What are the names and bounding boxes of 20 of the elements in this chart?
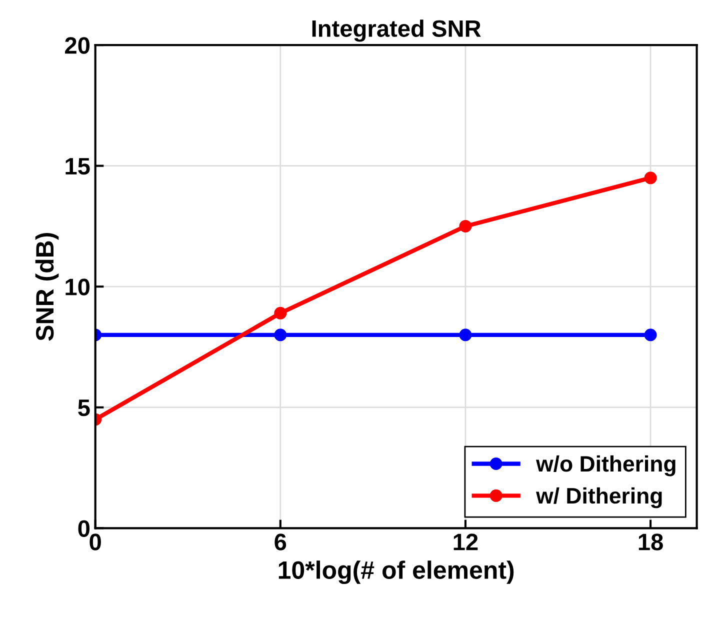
point <box>459 220 472 232</box>
y-tick-label: 20 <box>65 37 90 54</box>
point <box>644 328 657 342</box>
x-tick-label: 12 <box>454 534 478 550</box>
chart-title: Integrated SNR <box>312 20 481 42</box>
y-tick-label: 0 <box>78 520 90 537</box>
y-tick-label: 5 <box>78 400 90 416</box>
legend-label: w/o Dithering <box>536 455 676 476</box>
x-axis-title: 10*log(# of element) <box>278 560 514 584</box>
point <box>274 306 287 320</box>
y-axis-title: SNR (dB) <box>35 232 59 341</box>
x-tick-label: 18 <box>638 534 663 550</box>
point <box>644 172 657 184</box>
y-tick-label: 15 <box>66 158 90 175</box>
x-tick-label: 6 <box>274 534 286 550</box>
legend-label: w/ Dithering <box>536 487 662 508</box>
point <box>274 328 287 342</box>
point <box>459 328 472 342</box>
x-tick-label: 0 <box>90 534 101 550</box>
y-tick-label: 10 <box>66 278 90 296</box>
